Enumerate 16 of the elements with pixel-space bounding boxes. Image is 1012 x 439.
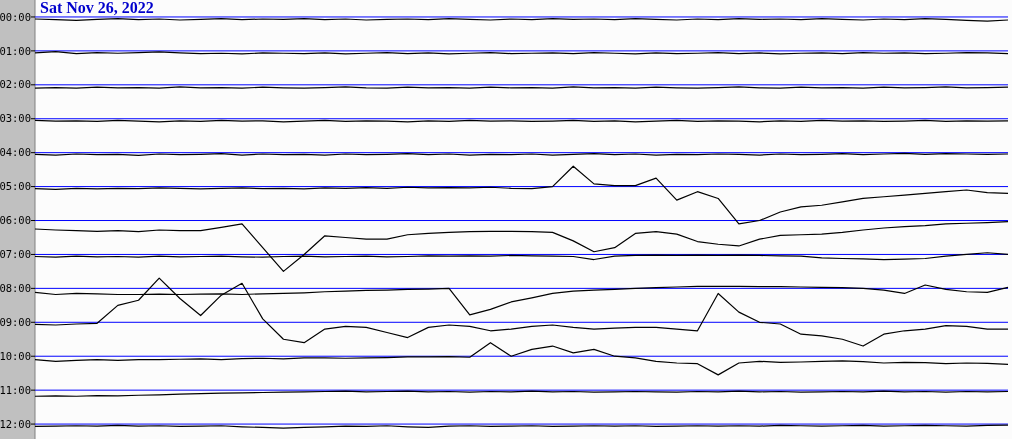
y-tick-label: 11:00 bbox=[0, 383, 31, 396]
y-tick-label: 04:00 bbox=[0, 146, 31, 159]
y-tick-label: 08:00 bbox=[0, 282, 31, 295]
y-tick-label: 01:00 bbox=[0, 44, 31, 57]
y-tick-label: 06:00 bbox=[0, 214, 31, 227]
y-tick-label: 10:00 bbox=[0, 349, 31, 362]
y-tick-label: 02:00 bbox=[0, 78, 31, 91]
line-series bbox=[34, 342, 1009, 376]
y-tick-label: 00:00 bbox=[0, 10, 31, 23]
line-series bbox=[34, 220, 1009, 273]
y-tick-label: 07:00 bbox=[0, 248, 31, 261]
y-tick-label: 12:00 bbox=[0, 417, 31, 430]
y-tick-label: 03:00 bbox=[0, 112, 31, 125]
y-tick-label: 09:00 bbox=[0, 315, 31, 328]
chart-title: Sat Nov 26, 2022 bbox=[40, 0, 154, 16]
y-tick-label: 05:00 bbox=[0, 180, 31, 193]
